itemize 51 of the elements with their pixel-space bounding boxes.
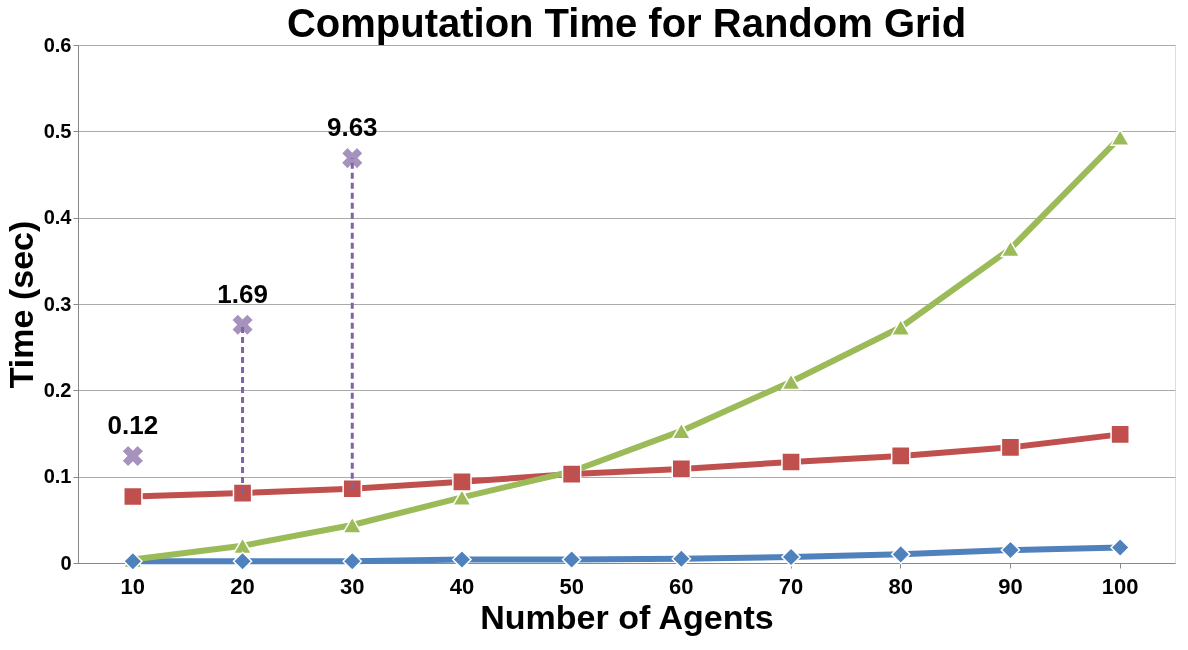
annotation: 9.63	[326, 112, 378, 143]
point	[1110, 424, 1130, 445]
y-tick-label: 0.5	[43, 119, 72, 142]
point	[671, 548, 692, 569]
point	[232, 551, 253, 572]
x-tick-label: 60	[669, 573, 694, 599]
x-tick-label: 20	[230, 573, 255, 599]
point	[1110, 537, 1130, 558]
point	[452, 472, 472, 492]
point	[561, 549, 582, 570]
point	[671, 459, 692, 479]
x-tick-label: 80	[888, 573, 913, 599]
x-tick-label: 30	[340, 573, 365, 599]
point	[340, 146, 365, 170]
point	[671, 422, 692, 440]
point	[1000, 437, 1021, 458]
chart-title: Computation Time for Random Grid	[286, 1, 967, 45]
x-tick-label: 10	[120, 573, 146, 599]
x-tick-label: 40	[449, 573, 475, 599]
y-tick-label: 0	[60, 551, 72, 574]
x-tick-label: 100	[1101, 573, 1139, 599]
point	[890, 544, 911, 565]
x-tick-label: 50	[559, 573, 584, 599]
point	[890, 446, 911, 466]
y-tick-label: 0.3	[43, 292, 72, 315]
point	[781, 373, 801, 391]
point	[1110, 128, 1130, 146]
point	[781, 452, 801, 472]
point	[781, 547, 801, 567]
annotation: 0.12	[107, 409, 159, 440]
point	[121, 444, 145, 468]
point	[1000, 240, 1021, 258]
point	[342, 478, 363, 499]
point	[232, 483, 253, 503]
point	[342, 516, 363, 534]
point	[230, 312, 255, 337]
x-axis-title: Number of Agents	[480, 597, 774, 636]
point	[232, 537, 253, 555]
point	[890, 318, 911, 336]
point	[342, 551, 363, 572]
y-tick-label: 0.1	[43, 465, 72, 488]
annotation: 1.69	[217, 278, 268, 309]
y-tick-label: 0.2	[43, 378, 72, 401]
point	[452, 549, 472, 570]
x-tick-label: 70	[778, 573, 804, 599]
x-tick-label: 90	[998, 573, 1023, 599]
point	[1000, 540, 1021, 560]
y-axis-title: Time (sec)	[1, 220, 40, 389]
y-tick-label: 0.4	[43, 206, 73, 229]
point	[123, 486, 143, 507]
y-tick-label: 0.6	[43, 33, 72, 56]
